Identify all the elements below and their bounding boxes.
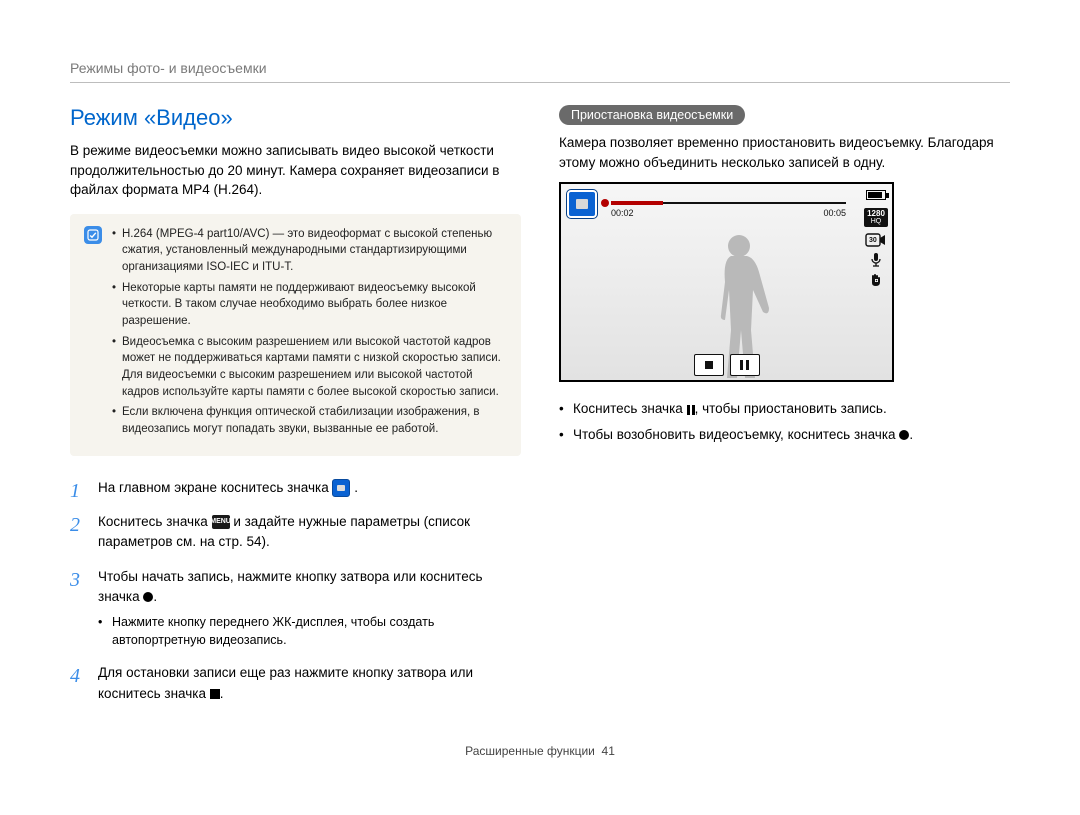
step-text: . [153, 589, 157, 604]
section-paragraph: Камера позволяет временно приостановить … [559, 133, 1010, 172]
page-footer: Расширенные функции 41 [70, 744, 1010, 758]
battery-icon [865, 188, 887, 202]
step-text: . [220, 686, 224, 701]
timeline: 00:02 00:05 [611, 202, 846, 218]
status-icon-stack: 1280HQ 30 [864, 188, 888, 287]
stabilization-icon [865, 273, 887, 287]
step-text: Для остановки записи еще раз нажмите кно… [98, 665, 473, 700]
record-dot-icon [143, 592, 153, 602]
bullet-item: Коснитесь значка , чтобы приостановить з… [559, 398, 1010, 420]
note-item: Если включена функция оптической стабили… [112, 404, 507, 437]
video-mode-icon [332, 479, 350, 497]
total-time: 00:05 [823, 208, 846, 218]
right-column: Приостановка видеосъемки Камера позволяе… [559, 105, 1010, 718]
camera-screen-illustration: 00:02 00:05 1280HQ 30 [559, 182, 894, 382]
manual-page: Режимы фото- и видеосъемки Режим «Видео»… [0, 0, 1080, 788]
step-3: Чтобы начать запись, нажмите кнопку затв… [70, 567, 521, 650]
note-item: Видеосъемка с высоким разрешением или вы… [112, 334, 507, 401]
page-title: Режим «Видео» [70, 105, 521, 131]
step-2: Коснитесь значка MENU и задайте нужные п… [70, 512, 521, 553]
resolution-badge: 1280HQ [864, 208, 888, 227]
footer-section: Расширенные функции [465, 744, 595, 758]
left-column: Режим «Видео» В режиме видеосъемки можно… [70, 105, 521, 718]
note-item: Некоторые карты памяти не поддерживают в… [112, 280, 507, 330]
two-column-layout: Режим «Видео» В режиме видеосъемки можно… [70, 105, 1010, 718]
note-item: H.264 (MPEG-4 part10/AVC) — это видеофор… [112, 226, 507, 276]
step-text: . [354, 480, 358, 495]
steps-list: На главном экране коснитесь значка . Кос… [70, 478, 521, 704]
bullet-text: , чтобы приостановить запись. [695, 401, 887, 416]
sub-step: Нажмите кнопку переднего ЖК-дисплея, что… [98, 613, 521, 649]
pause-icon [687, 405, 695, 415]
timeline-bar [611, 202, 846, 204]
note-list: H.264 (MPEG-4 part10/AVC) — это видеофор… [112, 226, 507, 442]
section-heading: Приостановка видеосъемки [559, 105, 745, 125]
bullet-text: Коснитесь значка [573, 401, 683, 416]
step-text: Коснитесь значка [98, 514, 208, 529]
page-number: 41 [602, 744, 615, 758]
bullet-text: Чтобы возобновить видеосъемку, коснитесь… [573, 427, 896, 442]
intro-paragraph: В режиме видеосъемки можно записывать ви… [70, 141, 521, 200]
record-dot-icon [899, 430, 909, 440]
record-indicator-icon [601, 199, 609, 207]
pause-button[interactable] [730, 354, 760, 376]
elapsed-time: 00:02 [611, 208, 634, 218]
fps-icon: 30 [865, 233, 887, 247]
step-text: На главном экране коснитесь значка [98, 480, 329, 495]
note-box: H.264 (MPEG-4 part10/AVC) — это видеофор… [70, 214, 521, 456]
microphone-icon [865, 253, 887, 267]
stop-square-icon [210, 689, 220, 699]
mode-badge-icon [567, 190, 597, 218]
instruction-bullets: Коснитесь значка , чтобы приостановить з… [559, 398, 1010, 445]
playback-controls [694, 354, 760, 376]
bullet-text: . [909, 427, 913, 442]
step-1: На главном экране коснитесь значка . [70, 478, 521, 498]
step-4: Для остановки записи еще раз нажмите кно… [70, 663, 521, 704]
note-icon [84, 226, 102, 244]
breadcrumb: Режимы фото- и видеосъемки [70, 60, 1010, 83]
timeline-labels: 00:02 00:05 [611, 208, 846, 218]
timeline-progress [611, 201, 663, 205]
menu-icon: MENU [212, 515, 230, 529]
stop-button[interactable] [694, 354, 724, 376]
sub-step-list: Нажмите кнопку переднего ЖК-дисплея, что… [98, 613, 521, 649]
bullet-item: Чтобы возобновить видеосъемку, коснитесь… [559, 424, 1010, 446]
